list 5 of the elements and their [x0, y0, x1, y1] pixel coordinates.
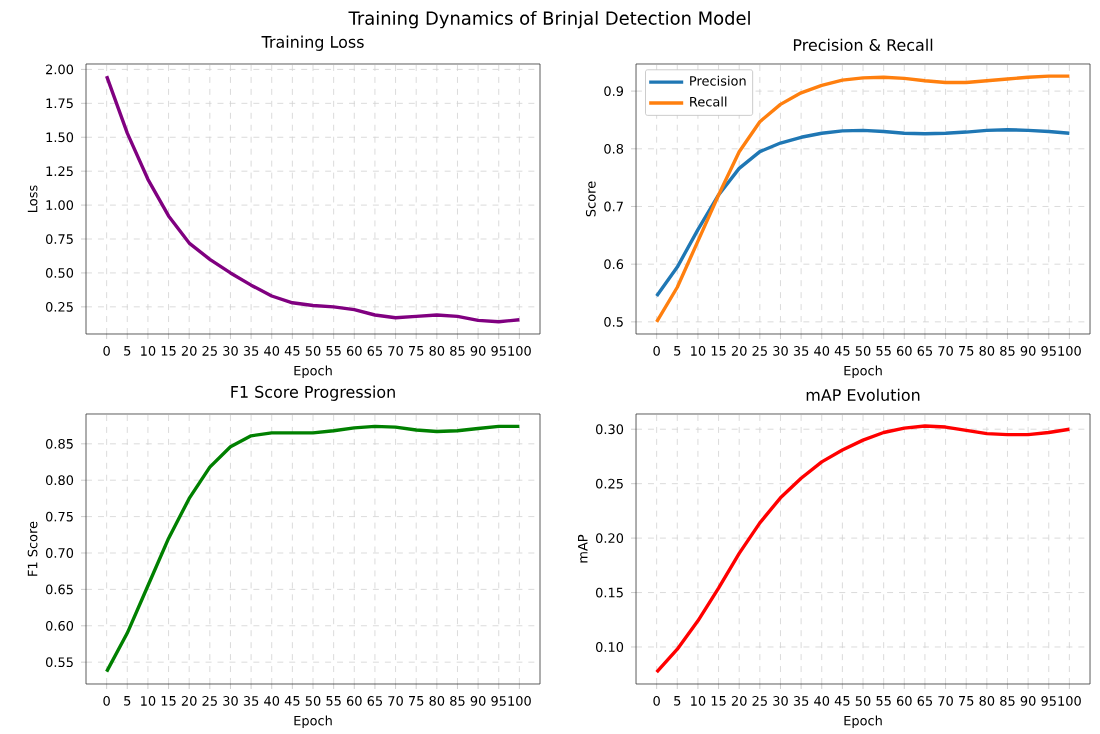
line-series — [654, 127, 1072, 298]
text: Training Dynamics of Brinjal Detection Model — [348, 10, 750, 29]
line-series — [104, 74, 522, 324]
line-series — [654, 423, 1072, 674]
line-series — [654, 74, 1072, 324]
